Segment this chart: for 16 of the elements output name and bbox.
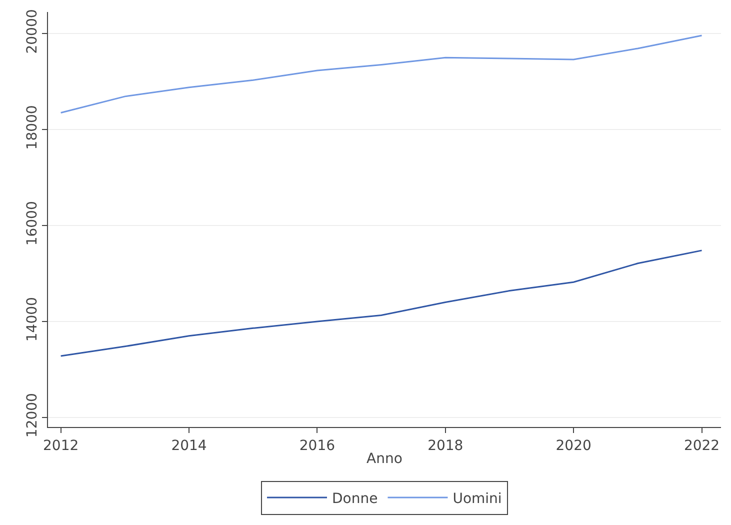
x-tick-label: 2014 bbox=[171, 438, 207, 454]
y-tick-label: 20000 bbox=[24, 9, 40, 54]
y-tick-label: 18000 bbox=[24, 105, 40, 150]
y-tick-label: 14000 bbox=[24, 297, 40, 342]
x-tick-label: 2018 bbox=[428, 438, 464, 454]
x-axis-title: Anno bbox=[366, 451, 402, 468]
x-tick-label: 2020 bbox=[556, 438, 592, 454]
line-series bbox=[60, 250, 703, 357]
x-tick-label: 2022 bbox=[684, 438, 720, 454]
x-tick-label: 2012 bbox=[43, 438, 79, 454]
x-tick-label: 2016 bbox=[299, 438, 336, 454]
y-tick-label: 16000 bbox=[24, 201, 40, 246]
legend-label: Donne bbox=[332, 491, 378, 508]
legend-label: Uomini bbox=[452, 491, 502, 508]
y-tick-label: 12000 bbox=[24, 393, 40, 438]
line-series bbox=[60, 34, 703, 114]
